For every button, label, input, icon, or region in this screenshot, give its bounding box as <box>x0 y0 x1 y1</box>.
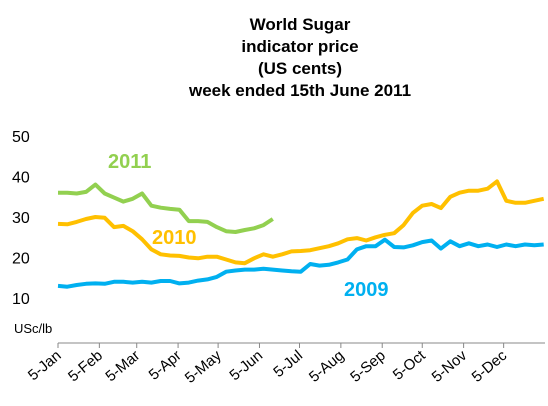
x-tick-label: 5-Nov <box>429 347 471 386</box>
chart-title-line: World Sugar <box>250 15 351 34</box>
series-line <box>57 179 545 266</box>
series-label: 2010 <box>152 227 197 249</box>
y-tick-label: 30 <box>12 210 30 227</box>
x-tick-label: 5-Mar <box>102 347 143 385</box>
chart-title-line: (US cents) <box>258 59 342 78</box>
y-axis-label: USc/lb <box>14 321 52 336</box>
x-tick-label: 5-Feb <box>65 347 106 385</box>
y-tick-label: 10 <box>12 291 30 308</box>
series-line <box>57 237 544 289</box>
chart-title-line: indicator price <box>241 37 358 56</box>
x-tick-label: 5-Apr <box>146 347 185 384</box>
series-label: 2011 <box>108 151 151 173</box>
x-tick-label: 5-May <box>182 347 225 387</box>
x-tick-label: 5-Jul <box>270 347 306 381</box>
x-tick-label: 5-Aug <box>306 347 348 386</box>
y-tick-label: 40 <box>12 170 30 187</box>
y-tick-label: 20 <box>12 251 30 268</box>
series-label: 2009 <box>344 279 389 301</box>
series-line <box>58 182 274 234</box>
x-tick-label: 5-Dec <box>469 347 511 386</box>
chart-title-line: week ended 15th June 2011 <box>188 81 411 100</box>
x-tick-label: 5-Sep <box>347 347 389 386</box>
x-tick-label: 5-Jun <box>226 347 266 384</box>
y-tick-label: 50 <box>12 129 30 146</box>
x-tick-label: 5-Oct <box>390 347 430 384</box>
x-tick-label: 5-Jan <box>25 347 65 384</box>
